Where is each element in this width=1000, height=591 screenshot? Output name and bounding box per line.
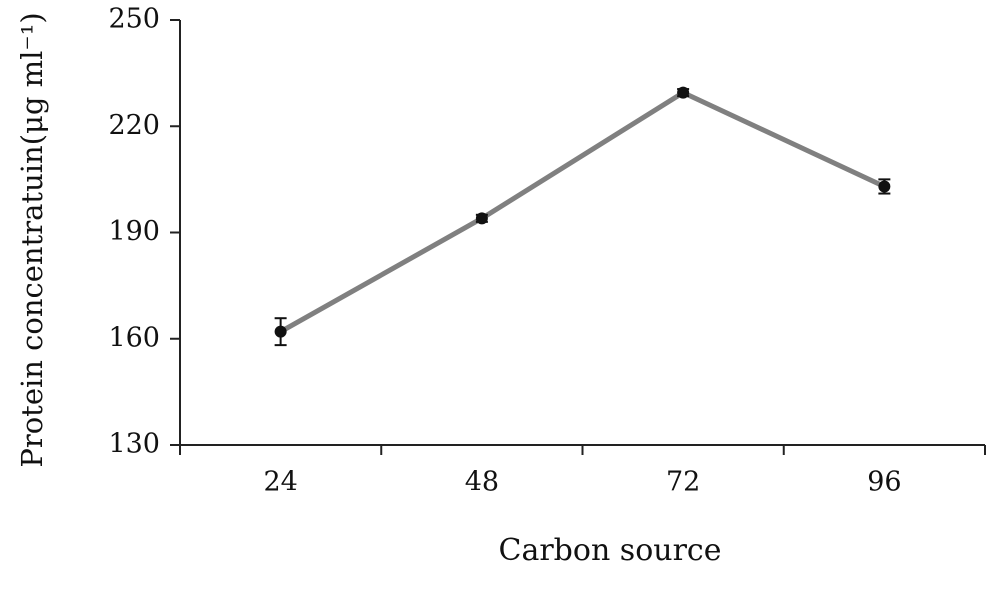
- series-line: [279, 90, 886, 334]
- x-tick-label: 72: [666, 467, 700, 498]
- y-tick-label: 220: [108, 110, 160, 141]
- y-tick-label: 160: [108, 322, 160, 353]
- y-tick-label: 250: [108, 4, 160, 35]
- y-tick-label: 130: [108, 429, 160, 460]
- x-axis-label: Carbon source: [499, 533, 722, 568]
- x-tick-label: 48: [465, 467, 499, 498]
- data-point: [475, 212, 488, 225]
- data-point: [274, 325, 287, 338]
- data-point: [677, 86, 690, 99]
- data-point: [878, 180, 891, 193]
- x-tick-label: 24: [263, 467, 297, 498]
- y-axis-label: Protein concentratuin(μg ml⁻¹): [15, 12, 49, 467]
- x-tick-label: 96: [867, 467, 901, 498]
- y-tick-label: 190: [108, 216, 160, 247]
